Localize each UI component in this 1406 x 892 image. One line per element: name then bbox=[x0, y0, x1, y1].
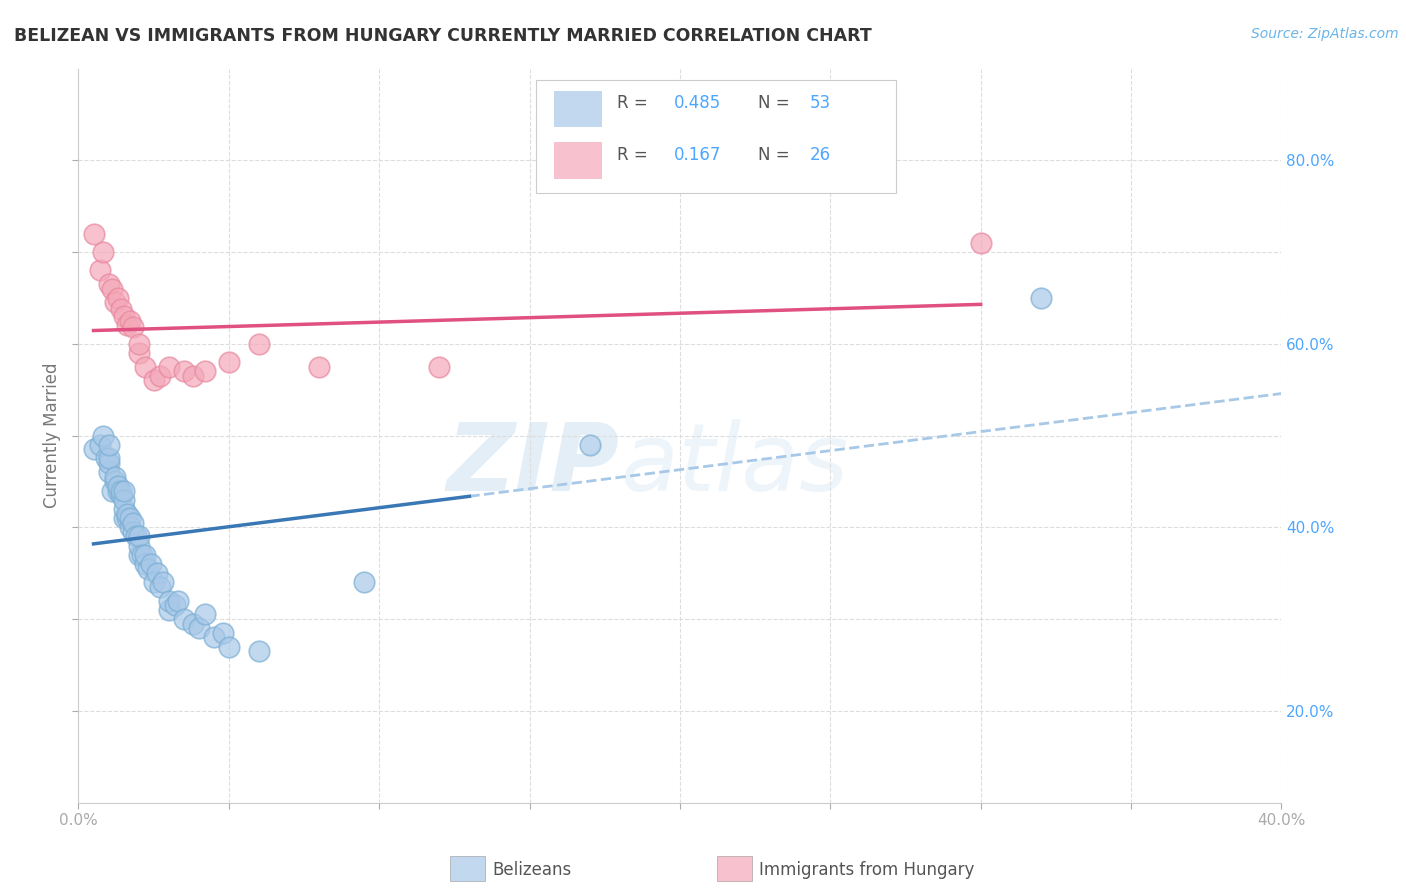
Point bbox=[128, 539, 150, 553]
Point bbox=[91, 245, 114, 260]
Point bbox=[353, 575, 375, 590]
Point bbox=[128, 336, 150, 351]
Point bbox=[211, 625, 233, 640]
Text: 53: 53 bbox=[810, 95, 831, 112]
Point bbox=[89, 438, 111, 452]
Point bbox=[578, 438, 600, 452]
Text: ZIP: ZIP bbox=[447, 419, 620, 511]
Point bbox=[110, 301, 132, 316]
Point bbox=[107, 291, 129, 305]
Point bbox=[194, 364, 217, 378]
Point bbox=[118, 520, 141, 534]
Point bbox=[115, 507, 138, 521]
Point bbox=[181, 616, 204, 631]
Point bbox=[128, 346, 150, 360]
FancyBboxPatch shape bbox=[554, 142, 602, 178]
Point bbox=[94, 451, 117, 466]
Point bbox=[112, 483, 135, 498]
Point bbox=[121, 320, 143, 334]
Point bbox=[427, 359, 450, 374]
Point bbox=[308, 359, 330, 374]
Point bbox=[173, 612, 195, 626]
Text: 0.485: 0.485 bbox=[673, 95, 721, 112]
Point bbox=[163, 599, 186, 613]
Point bbox=[145, 566, 167, 581]
Point bbox=[83, 442, 105, 457]
Point bbox=[118, 314, 141, 328]
Text: R =: R = bbox=[617, 95, 654, 112]
Point bbox=[247, 644, 270, 658]
Text: Immigrants from Hungary: Immigrants from Hungary bbox=[759, 861, 974, 879]
Point bbox=[128, 529, 150, 543]
Point bbox=[91, 428, 114, 442]
Point bbox=[112, 310, 135, 324]
Point bbox=[157, 603, 180, 617]
Point bbox=[121, 524, 143, 539]
Point bbox=[97, 438, 120, 452]
Point bbox=[118, 511, 141, 525]
Point bbox=[166, 593, 188, 607]
Point bbox=[1029, 291, 1052, 305]
Point bbox=[131, 548, 153, 562]
Text: Belizeans: Belizeans bbox=[492, 861, 571, 879]
Point bbox=[142, 575, 165, 590]
Point bbox=[97, 451, 120, 466]
Text: N =: N = bbox=[758, 95, 794, 112]
Point bbox=[110, 483, 132, 498]
Point bbox=[115, 511, 138, 525]
Point bbox=[97, 465, 120, 479]
Point bbox=[134, 548, 156, 562]
Point bbox=[136, 561, 159, 575]
Point bbox=[173, 364, 195, 378]
Text: atlas: atlas bbox=[620, 419, 848, 510]
Point bbox=[83, 227, 105, 241]
Point bbox=[194, 607, 217, 622]
Point bbox=[100, 282, 122, 296]
Point bbox=[157, 593, 180, 607]
Text: Source: ZipAtlas.com: Source: ZipAtlas.com bbox=[1251, 27, 1399, 41]
Point bbox=[247, 336, 270, 351]
Point bbox=[121, 516, 143, 530]
Text: R =: R = bbox=[617, 145, 654, 163]
Point bbox=[115, 318, 138, 333]
Point bbox=[112, 502, 135, 516]
Point bbox=[969, 235, 991, 250]
Point bbox=[202, 631, 225, 645]
Text: 0.167: 0.167 bbox=[673, 145, 721, 163]
Point bbox=[89, 263, 111, 277]
Point bbox=[218, 640, 240, 654]
Point bbox=[103, 475, 125, 489]
Point bbox=[110, 488, 132, 502]
Text: N =: N = bbox=[758, 145, 794, 163]
Point bbox=[139, 557, 162, 571]
Point bbox=[152, 575, 174, 590]
FancyBboxPatch shape bbox=[554, 91, 602, 128]
Point bbox=[128, 548, 150, 562]
Point bbox=[107, 479, 129, 493]
Point bbox=[149, 368, 172, 383]
Point bbox=[107, 483, 129, 498]
Point bbox=[187, 621, 209, 635]
Y-axis label: Currently Married: Currently Married bbox=[44, 363, 60, 508]
Point bbox=[149, 580, 172, 594]
Text: 26: 26 bbox=[810, 145, 831, 163]
Point bbox=[181, 368, 204, 383]
Point bbox=[112, 492, 135, 507]
Point bbox=[97, 456, 120, 470]
Point bbox=[134, 557, 156, 571]
Point bbox=[100, 483, 122, 498]
Point bbox=[124, 529, 146, 543]
FancyBboxPatch shape bbox=[536, 79, 897, 194]
Text: BELIZEAN VS IMMIGRANTS FROM HUNGARY CURRENTLY MARRIED CORRELATION CHART: BELIZEAN VS IMMIGRANTS FROM HUNGARY CURR… bbox=[14, 27, 872, 45]
Point bbox=[134, 359, 156, 374]
Point bbox=[218, 355, 240, 369]
Point bbox=[112, 511, 135, 525]
Point bbox=[103, 470, 125, 484]
Point bbox=[157, 359, 180, 374]
Point bbox=[97, 277, 120, 292]
Point bbox=[103, 295, 125, 310]
Point bbox=[142, 374, 165, 388]
